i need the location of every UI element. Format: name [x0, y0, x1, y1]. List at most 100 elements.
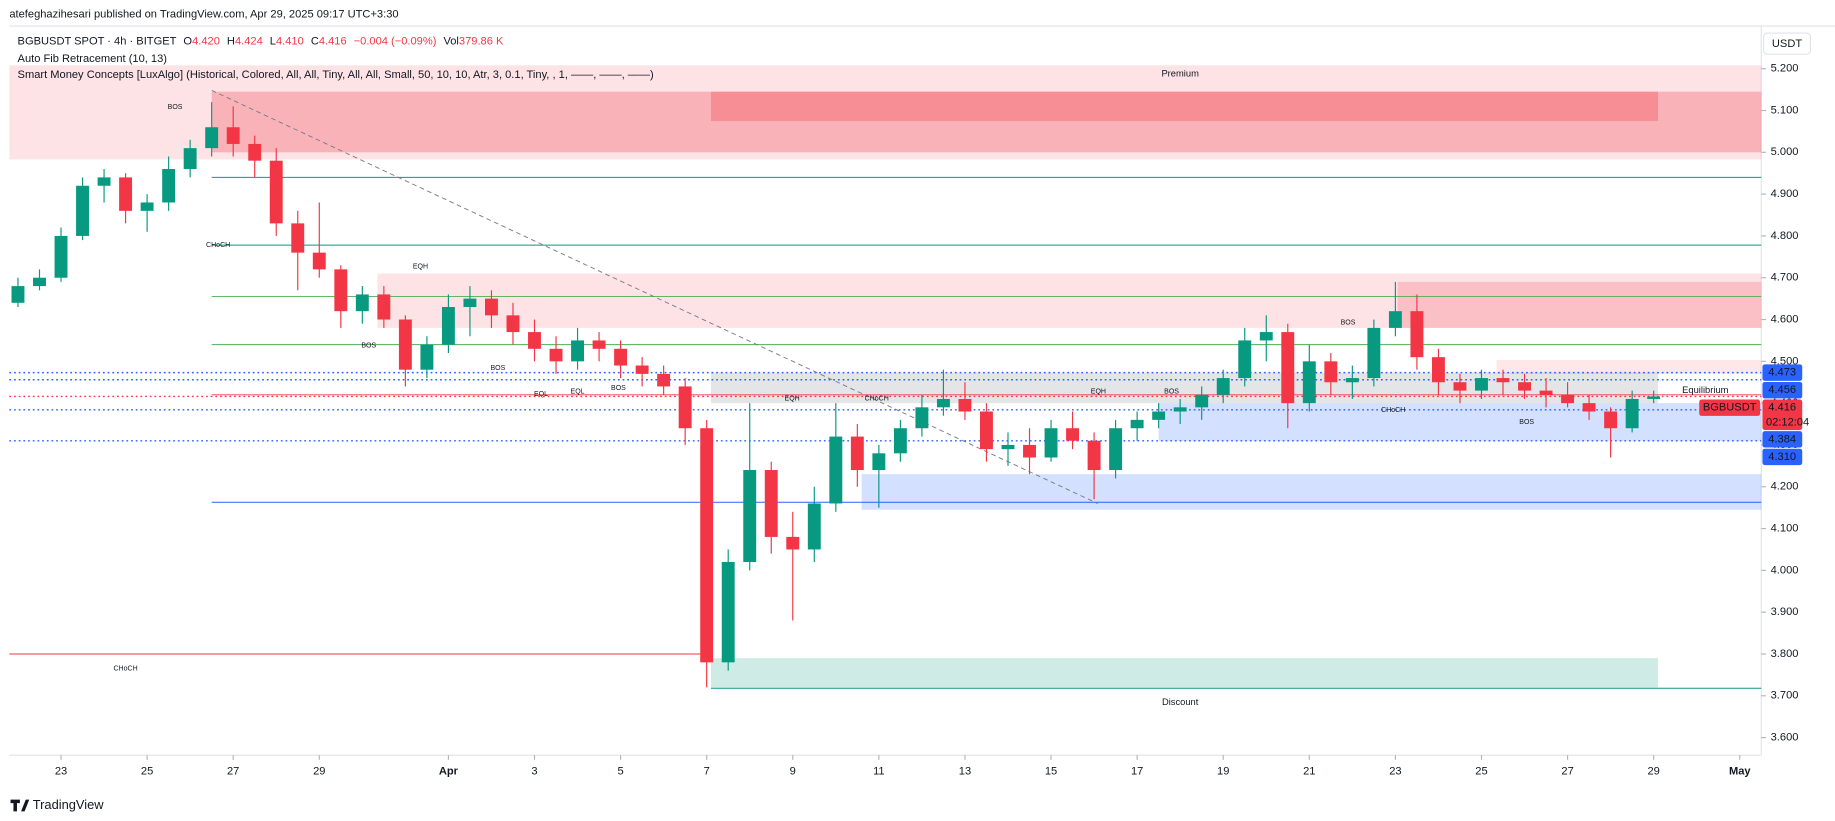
price-label-box [1762, 364, 1803, 381]
candle-body [1582, 403, 1596, 412]
candle-body [1625, 398, 1639, 429]
symbol-tag [1699, 399, 1761, 416]
ohlc-value: 4.424 [235, 35, 263, 47]
candle-body [54, 235, 68, 278]
candle-body [1001, 444, 1015, 450]
annotation: CHoCH [1381, 407, 1405, 414]
x-tick-label: 11 [873, 765, 885, 777]
y-tick-label: 3.900 [1771, 606, 1799, 618]
candle-body [980, 411, 993, 450]
candle-body [269, 160, 283, 224]
candle-body [1518, 382, 1531, 391]
change: −0.004 (−0.09%) [354, 35, 437, 47]
candle-body [1561, 394, 1575, 404]
candles [11, 102, 1661, 688]
y-tick-label: 4.200 [1771, 481, 1799, 493]
currency-label[interactable]: USDT [1772, 38, 1802, 50]
candle-body [786, 536, 800, 550]
annotation: EQH [413, 263, 428, 270]
candle-body [1647, 396, 1661, 399]
x-tick-label: 25 [141, 765, 153, 777]
annotation: EQL [534, 391, 548, 398]
candle-body [1345, 378, 1359, 383]
levels [9, 176, 1762, 689]
symbol-legend: BGBUSDT SPOT · 4h · BITGET O4.420 H4.424 L4… [18, 35, 504, 47]
x-tick-label: 27 [1561, 765, 1573, 777]
candle-body [1238, 340, 1252, 379]
x-tick-label: 21 [1303, 765, 1315, 777]
currency-button[interactable] [1763, 32, 1812, 55]
annotation: BOS [168, 104, 183, 111]
y-tick-label: 4.700 [1771, 272, 1799, 284]
x-tick-label: 23 [1389, 765, 1401, 777]
candle-body [1367, 327, 1381, 379]
candle-body [549, 348, 563, 362]
candle-body [958, 398, 972, 412]
zone [710, 91, 1658, 121]
zone [211, 91, 1762, 153]
x-tick-label: 23 [55, 765, 67, 777]
price-label: 4.416 [1768, 402, 1796, 414]
x-tick-label: Apr [439, 765, 459, 777]
x-tick-label: 7 [704, 765, 710, 777]
x-tick-label: May [1729, 765, 1751, 777]
annotations: Premium Discount Equilibrium BOS CHoCH EQH BOS… [113, 69, 1728, 707]
zone [710, 658, 1658, 688]
candle-body [1431, 357, 1445, 383]
candle-body [1216, 378, 1230, 395]
y-tick-label: 3.800 [1771, 648, 1799, 660]
candle-body [76, 185, 89, 236]
candle-body [1453, 382, 1467, 391]
y-tick-label: 5.100 [1771, 104, 1799, 116]
annotation: Equilibrium [1682, 385, 1728, 395]
candle-body [614, 348, 628, 366]
candle-body [915, 407, 929, 429]
price-label: 4.473 [1768, 367, 1796, 379]
candle-body [33, 277, 46, 287]
annotation: BOS [1164, 388, 1179, 395]
candle-body [936, 398, 950, 408]
candle-body [829, 436, 843, 504]
y-tick-label: 4.500 [1771, 355, 1799, 367]
price-label-box [1762, 431, 1803, 448]
candle-body [1152, 411, 1166, 420]
candle-body [463, 298, 477, 307]
volume-value: 379.86 K [459, 35, 504, 47]
x-tick-label: 5 [618, 765, 624, 777]
zone [1158, 403, 1762, 441]
candle-body [743, 470, 757, 563]
candle-body [377, 294, 391, 320]
price-label-box [1762, 399, 1803, 430]
annotation: EQL [571, 388, 585, 395]
candle-body [1109, 428, 1123, 471]
candle-body [657, 373, 671, 387]
y-tick-label: 3.700 [1771, 690, 1799, 702]
candle-body [355, 294, 369, 312]
x-tick-label: 27 [227, 765, 239, 777]
zone [377, 273, 1762, 328]
candle-body [721, 562, 735, 663]
annotation: EQH [785, 395, 800, 402]
symbol-tag-label: BGBUSDT [1703, 402, 1757, 414]
annotation: BOS [611, 385, 626, 392]
x-tick-label: 25 [1475, 765, 1487, 777]
price-label: 4.310 [1768, 451, 1796, 463]
candle-body [291, 223, 305, 253]
annotation: Discount [1162, 697, 1199, 707]
candle-body [1604, 411, 1618, 429]
candle-body [11, 286, 25, 303]
candle-body [700, 428, 714, 663]
ohlc-value: 4.410 [276, 35, 304, 47]
y-tick-label: 3.600 [1771, 732, 1799, 744]
ohlc-value: 4.416 [319, 35, 347, 47]
y-tick-label: 4.600 [1771, 313, 1799, 325]
candle-body [1259, 332, 1273, 341]
zone [1397, 281, 1762, 328]
zone [9, 65, 1762, 160]
candle-body [1195, 394, 1209, 408]
logo: TradingView [10, 797, 104, 812]
ohlc-key: C [311, 35, 319, 47]
candle-body [1324, 361, 1338, 383]
candle-body [893, 428, 907, 454]
